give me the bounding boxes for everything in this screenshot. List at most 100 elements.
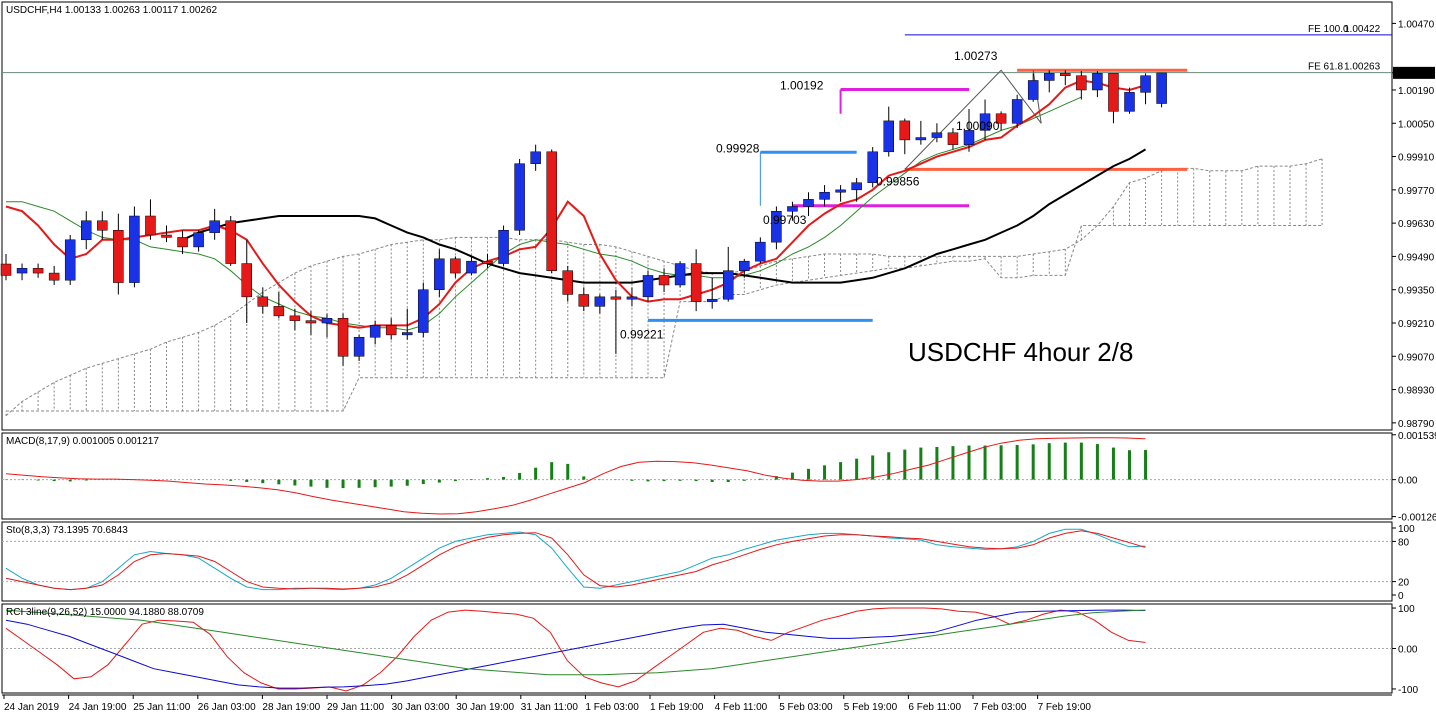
x-tick-label: 6 Feb 11:00 — [908, 702, 961, 713]
candle-body — [867, 151, 878, 183]
candle-body — [225, 220, 236, 264]
fibo-name-label: FE 100.0 — [1308, 24, 1349, 35]
price-annotation: 1.00192 — [780, 79, 824, 93]
candle-body — [658, 275, 670, 286]
fast-ma-line — [5, 79, 1146, 329]
candle-body — [530, 151, 541, 164]
candle-body — [995, 113, 1007, 124]
price-annotation: 0.99703 — [763, 213, 807, 227]
macd-tick-label: 0.001539 — [1398, 431, 1436, 442]
candle-body — [963, 130, 975, 145]
candle-body — [369, 325, 381, 338]
price-annotation: 1.00273 — [954, 49, 998, 63]
candle-body — [755, 241, 766, 262]
candle-body — [578, 294, 590, 307]
candle-body — [273, 306, 285, 317]
candle-body — [690, 263, 702, 302]
span-a-line — [5, 158, 1323, 417]
y-tick-label: 0.99210 — [1398, 319, 1435, 330]
macd-tick-label: -0.001267 — [1398, 513, 1436, 524]
rci-line-1 — [5, 609, 1146, 689]
y-tick-label: 0.99070 — [1398, 352, 1435, 363]
x-tick-label: 7 Feb 19:00 — [1038, 702, 1092, 713]
candle-body — [257, 296, 269, 307]
sto-line-1 — [5, 530, 1146, 591]
panel-frame-2 — [1, 521, 1393, 602]
sto-panel: 100 80 20 0 Sto(8,3,3) 73.1395 70.6843 — [2, 524, 1415, 602]
candle-body — [723, 270, 734, 300]
candle-body — [498, 230, 509, 264]
candle-body — [1124, 92, 1135, 112]
price-annotation: 0.99928 — [716, 141, 760, 155]
price-annotation: 0.99221 — [620, 327, 664, 341]
x-tick-label: 1 Feb 19:00 — [650, 702, 704, 713]
rci-line-0 — [5, 607, 1146, 692]
x-tick-label: 30 Jan 19:00 — [456, 702, 514, 713]
candle-body — [48, 272, 60, 281]
main-title: USDCHF,H4 1.00133 1.00263 1.00117 1.0026… — [6, 5, 218, 16]
macd-panel: 0.001539 0.00 -0.001267 MACD(8,17,9) 0.0010… — [2, 431, 1436, 524]
y-tick-label: 1.00190 — [1398, 86, 1435, 97]
x-tick-label: 31 Jan 11:00 — [521, 702, 579, 713]
candle-body — [562, 270, 573, 295]
candle-body — [145, 215, 156, 236]
candle-body — [241, 263, 252, 298]
x-tick-label: 26 Jan 03:00 — [198, 702, 256, 713]
candle-body — [706, 298, 718, 302]
x-tick-label: 29 Jan 11:00 — [327, 702, 385, 713]
candle-body — [819, 191, 830, 200]
sto-tick-label: 0 — [1398, 591, 1404, 602]
candle-body — [32, 268, 44, 274]
x-tick-label: 30 Jan 03:00 — [392, 702, 450, 713]
candle-body — [626, 296, 638, 300]
x-tick-label: 7 Feb 03:00 — [973, 702, 1027, 713]
y-tick-label: 0.99630 — [1398, 219, 1435, 230]
candle-body — [193, 232, 204, 248]
y-tick-label: 0.99770 — [1398, 186, 1435, 197]
rci-title: RCI 3line(9,26,52) 15.0000 94.1880 88.07… — [6, 607, 204, 618]
sto-line-0 — [5, 528, 1146, 591]
candle-body — [1060, 73, 1071, 76]
candle-body — [883, 120, 894, 153]
rci-tick-label: 100 — [1398, 604, 1415, 615]
panel-frame-3 — [1, 603, 1393, 694]
y-tick-label: 0.99910 — [1398, 153, 1435, 164]
fibo-name-label: FE 61.8 — [1308, 62, 1343, 73]
y-tick-label: 0.99350 — [1398, 286, 1435, 297]
y-tick-label: 0.99490 — [1398, 252, 1435, 263]
candle-body — [947, 132, 959, 145]
candle-body — [803, 199, 814, 207]
y-tick-label: 1.00050 — [1398, 119, 1435, 130]
candle-body — [851, 182, 862, 191]
candle-body — [81, 220, 92, 241]
rci-tick-label: 0.00 — [1398, 645, 1418, 656]
current-price-box — [1393, 66, 1435, 79]
candle-body — [321, 317, 333, 324]
panel-frame-1 — [1, 432, 1393, 520]
candle-body — [16, 268, 28, 274]
x-tick-label: 1 Feb 03:00 — [585, 702, 639, 713]
candle-body — [434, 258, 445, 290]
candle-body — [1092, 73, 1103, 91]
candle-body — [979, 113, 991, 131]
main-panel: 1.00470 1.00262 1.00190 1.00050 0.99910 0.997… — [0, 5, 1435, 430]
candle-body — [161, 234, 172, 238]
candle-body — [209, 220, 220, 233]
chart-watermark: USDCHF 4hour 2/8 — [908, 337, 1133, 367]
candle-body — [129, 215, 140, 283]
candle-body — [610, 296, 622, 300]
current-price-label: 1.00262 — [1396, 69, 1433, 80]
candle-body — [450, 258, 461, 274]
candle-body — [899, 120, 911, 141]
candle-body — [835, 189, 846, 193]
macd-tick-label: 0.00 — [1398, 476, 1418, 487]
x-tick-label: 4 Feb 11:00 — [715, 702, 768, 713]
candle-body — [1140, 75, 1151, 93]
candle-body — [402, 332, 413, 336]
x-axis: 24 Jan 2019 24 Jan 19:00 25 Jan 11:00 26 Ja… — [3, 695, 1092, 713]
candle-body — [1156, 72, 1167, 104]
y-tick-label: 0.98930 — [1398, 386, 1435, 397]
candle-body — [97, 220, 108, 231]
